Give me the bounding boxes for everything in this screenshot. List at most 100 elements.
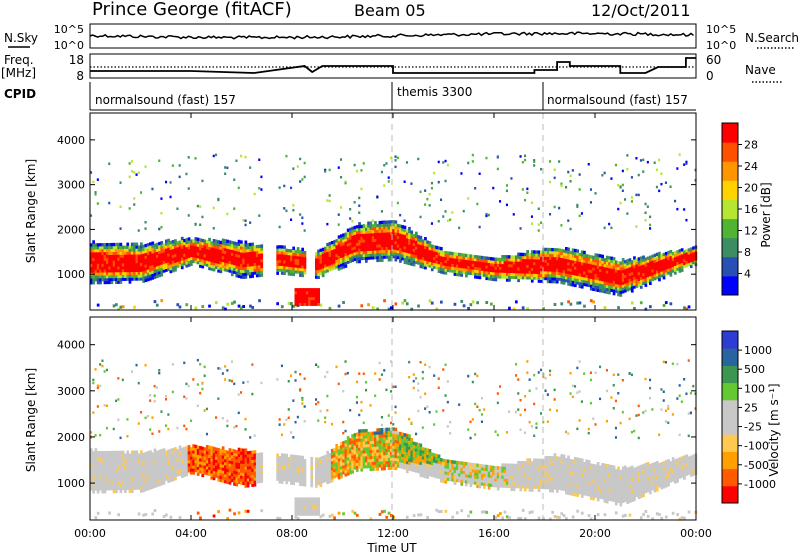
scatter-cell [569, 180, 572, 183]
scatter-cell [601, 278, 604, 282]
scatter-cell [639, 279, 643, 283]
scatter-cell [383, 252, 386, 256]
scatter-cell [251, 245, 254, 249]
scatter-cell [546, 256, 550, 260]
scatter-cell [480, 264, 484, 268]
scatter-cell [535, 250, 539, 254]
scatter-cell [230, 301, 234, 305]
scatter-cell [358, 462, 361, 466]
scatter-cell [192, 259, 195, 263]
scatter-cell [585, 271, 589, 275]
scatter-cell [601, 266, 604, 270]
scatter-cell [205, 240, 209, 244]
scatter-cell [664, 181, 667, 184]
scatter-cell [574, 278, 577, 282]
scatter-cell [358, 444, 361, 448]
scatter-cell [565, 267, 568, 271]
scatter-cell [230, 379, 233, 383]
scatter-cell [649, 264, 652, 268]
scatter-cell [533, 259, 536, 263]
scatter-cell [565, 186, 568, 189]
scatter-cell [662, 261, 666, 265]
scatter-cell [130, 254, 134, 258]
scatter-cell [667, 256, 670, 261]
scatter-cell [367, 250, 370, 254]
scatter-cell [621, 266, 625, 271]
scatter-cell [146, 257, 150, 261]
scatter-cell [417, 243, 420, 248]
scatter-cell [646, 205, 649, 208]
scatter-cell [533, 267, 536, 271]
scatter-cell [678, 252, 682, 256]
scatter-cell [344, 261, 348, 265]
scatter-cell [149, 480, 152, 484]
scatter-cell [142, 473, 145, 478]
scatter-cell [578, 261, 582, 265]
scatter-cell [560, 263, 564, 267]
scatter-cell [542, 247, 545, 251]
scatter-cell [246, 251, 250, 256]
scatter-cell [612, 289, 616, 293]
scatter-cell [237, 511, 241, 515]
scatter-cell [603, 261, 607, 265]
scatter-cell [408, 247, 411, 251]
scatter-cell [562, 278, 566, 282]
scatter-cell [128, 474, 132, 478]
scatter-cell [374, 446, 377, 450]
scatter-cell [453, 258, 457, 262]
scatter-cell [653, 265, 657, 269]
scatter-cell [308, 288, 311, 292]
scatter-cell [410, 250, 414, 255]
scatter-cell [553, 205, 556, 209]
scatter-cell [174, 250, 177, 255]
scatter-cell [335, 262, 339, 266]
scatter-cell [255, 247, 259, 252]
scatter-cell [576, 269, 579, 274]
scatter-cell [360, 429, 364, 433]
scatter-cell [115, 480, 118, 485]
scatter-cell [212, 458, 216, 463]
scatter-cell [374, 449, 377, 453]
scatter-cell [253, 251, 257, 255]
scatter-cell [639, 271, 643, 275]
scatter-cell [301, 268, 304, 272]
scatter-cell [310, 456, 314, 461]
scatter-cell [376, 443, 379, 447]
scatter-cell [212, 259, 216, 263]
scatter-cell [405, 249, 409, 253]
scatter-cell [519, 227, 522, 230]
scatter-cell [680, 268, 684, 272]
scatter-cell [169, 255, 173, 259]
scatter-cell [521, 188, 524, 191]
scatter-cell [94, 484, 98, 488]
scatter-cell [99, 460, 102, 464]
scatter-cell [292, 255, 295, 259]
scatter-cell [524, 273, 527, 277]
scatter-cell [399, 242, 402, 246]
scatter-cell [383, 439, 386, 444]
scatter-cell [399, 247, 402, 252]
scatter-cell [358, 456, 361, 460]
scatter-cell [133, 483, 136, 487]
scatter-cell [387, 223, 391, 227]
scatter-cell [578, 279, 582, 283]
scatter-cell [117, 456, 120, 461]
scatter-cell [226, 263, 229, 267]
scatter-cell [685, 263, 689, 268]
scatter-cell [90, 246, 93, 250]
scatter-cell [103, 454, 107, 458]
scatter-cell [671, 263, 675, 267]
scatter-cell [255, 274, 259, 278]
scatter-cell [671, 266, 675, 270]
scatter-cell [376, 241, 379, 245]
scatter-cell [483, 273, 486, 277]
scatter-cell [653, 274, 657, 278]
scatter-cell [92, 240, 95, 244]
scatter-cell [210, 446, 214, 450]
scatter-cell [94, 260, 98, 264]
scatter-cell [153, 255, 157, 259]
scatter-cell [242, 258, 245, 262]
scatter-cell [628, 275, 632, 279]
scatter-cell [669, 252, 673, 257]
scatter-cell [105, 475, 109, 479]
